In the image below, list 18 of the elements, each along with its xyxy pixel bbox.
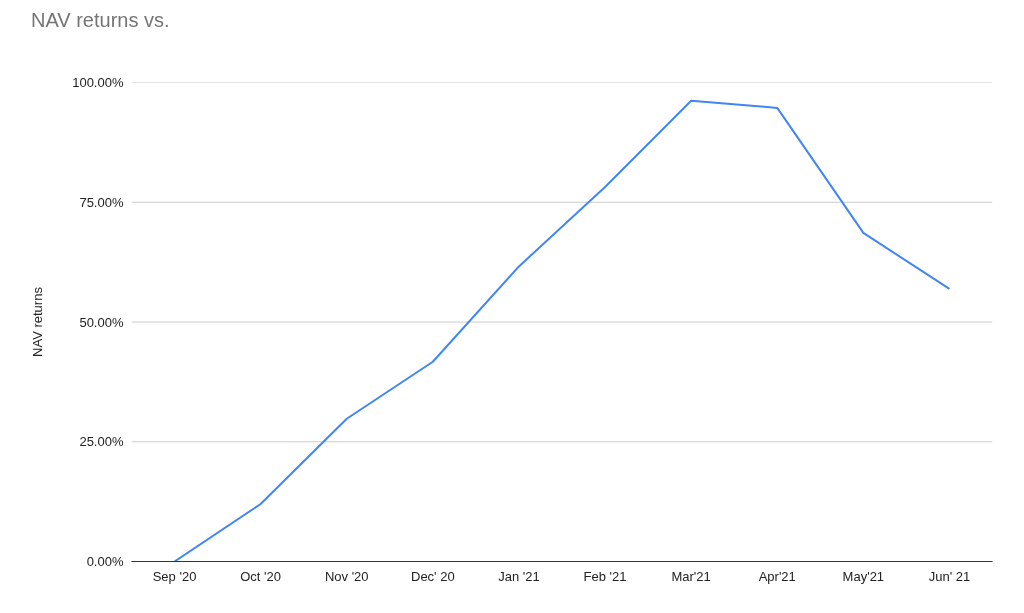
- y-tick-label: 75.00%: [79, 194, 124, 210]
- line-series: [173, 99, 951, 562]
- y-axis-title: NAV returns: [30, 286, 46, 357]
- x-tick-label: Sep '20: [152, 568, 197, 584]
- x-tick-label: Dec' 20: [411, 568, 455, 584]
- y-tick-label: 50.00%: [79, 314, 124, 330]
- x-tick-label: Jun' 21: [928, 568, 971, 584]
- x-tick-label: Feb '21: [583, 568, 627, 584]
- x-tick-label: Mar'21: [671, 568, 711, 584]
- y-tick-label: 0.00%: [86, 554, 124, 569]
- y-tick-label: 25.00%: [79, 434, 124, 450]
- x-tick-label: Jan '21: [498, 568, 540, 584]
- x-tick-label: Oct '20: [240, 568, 282, 584]
- y-tick-label: 100.00%: [72, 75, 124, 90]
- x-tick-label: Nov '20: [324, 568, 369, 584]
- x-tick-label: Apr'21: [758, 568, 796, 584]
- chart-title: NAV returns vs.: [31, 8, 170, 32]
- x-tick-label: May'21: [842, 568, 885, 584]
